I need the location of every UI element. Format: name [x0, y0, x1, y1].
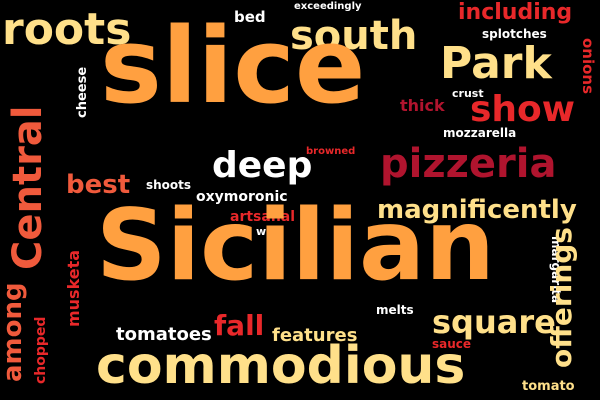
word-melts: melts: [376, 303, 414, 317]
word-show: show: [470, 89, 576, 130]
word-south: south: [290, 13, 418, 59]
word-bed: bed: [234, 8, 266, 26]
word-magnificently: magnificently: [377, 195, 577, 225]
word-roots: roots: [2, 4, 132, 55]
word-including: including: [458, 0, 573, 25]
word-well: well: [256, 225, 282, 238]
word-fall: fall: [214, 309, 265, 342]
word-sauce: sauce: [432, 337, 472, 351]
word-among: among: [0, 282, 28, 382]
word-thick: thick: [400, 96, 445, 115]
word-mozzarella: mozzarella: [443, 126, 517, 140]
word-cheese: cheese: [75, 66, 90, 118]
word-features: features: [272, 325, 358, 346]
word-oxymoronic: oxymoronic: [196, 189, 288, 205]
word-tomato: tomato: [522, 379, 575, 394]
word-pizzeria: pizzeria: [380, 141, 557, 187]
word-shoots: shoots: [146, 178, 192, 192]
word-splotches: splotches: [482, 27, 547, 41]
word-tomatoes: tomatoes: [116, 324, 212, 345]
word-park: Park: [440, 38, 552, 89]
word-musketa: musketa: [64, 249, 83, 327]
word-deep: deep: [212, 145, 313, 186]
word-best: best: [66, 170, 131, 200]
word-onions: onions: [579, 38, 597, 95]
word-exceedingly: exceedingly: [294, 1, 362, 12]
word-central: Central: [5, 105, 51, 270]
word-square: square: [432, 303, 556, 341]
word-browned: browned: [306, 146, 356, 157]
word-artsanal: artsanal: [230, 209, 296, 225]
word-slice: slice: [100, 5, 366, 127]
word-crust: crust: [452, 87, 484, 100]
word-commodious: commodious: [96, 336, 466, 396]
word-sicilian: Sicilian: [96, 189, 495, 303]
word-chopped: chopped: [33, 316, 49, 384]
word-offerings: offerings: [545, 227, 578, 368]
